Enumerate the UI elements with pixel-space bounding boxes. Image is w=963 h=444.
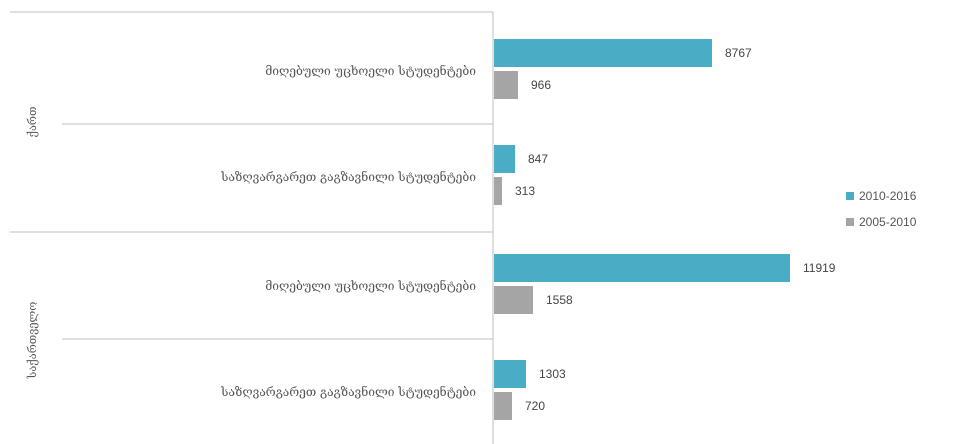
legend-swatch-series-2 — [846, 218, 854, 226]
value-label: 1558 — [546, 293, 573, 307]
bar-series-1 — [494, 145, 515, 173]
category-label: საზღვარგარეთ გაგზავნილი სტუდენტები — [220, 384, 476, 399]
bar-series-2 — [494, 177, 502, 205]
bars: 8767 966 847 313 11919 1558 1303 720 — [494, 39, 836, 420]
value-label: 11919 — [803, 261, 836, 275]
value-label: 8767 — [725, 46, 752, 60]
legend-item-series-2: 2005-2010 — [846, 212, 916, 232]
group-label: საქართველო — [26, 302, 39, 380]
chart-frame — [10, 11, 494, 444]
bar-series-1 — [494, 39, 712, 67]
category-labels: ქართ საქართველო მიღებული უცხოელი სტუდენტებ… — [26, 63, 476, 399]
legend-swatch-series-1 — [846, 192, 854, 200]
bar-series-1 — [494, 254, 790, 282]
category-label: საზღვარგარეთ გაგზავნილი სტუდენტები — [220, 169, 476, 184]
category-label: მიღებული უცხოელი სტუდენტები — [265, 63, 476, 78]
bar-series-2 — [494, 71, 518, 99]
value-label: 1303 — [539, 367, 566, 381]
legend: 2010-2016 2005-2010 — [846, 186, 916, 238]
legend-label-series-2: 2005-2010 — [859, 215, 917, 229]
value-label: 313 — [515, 184, 535, 198]
legend-label-series-1: 2010-2016 — [859, 189, 917, 203]
value-label: 720 — [525, 399, 545, 413]
bar-series-2 — [494, 286, 533, 314]
group-label: ქართ — [26, 107, 39, 138]
value-label: 966 — [531, 78, 551, 92]
legend-item-series-1: 2010-2016 — [846, 186, 916, 206]
bar-series-1 — [494, 360, 526, 388]
value-label: 847 — [528, 152, 548, 166]
category-label: მიღებული უცხოელი სტუდენტები — [265, 278, 476, 293]
bar-series-2 — [494, 392, 512, 420]
